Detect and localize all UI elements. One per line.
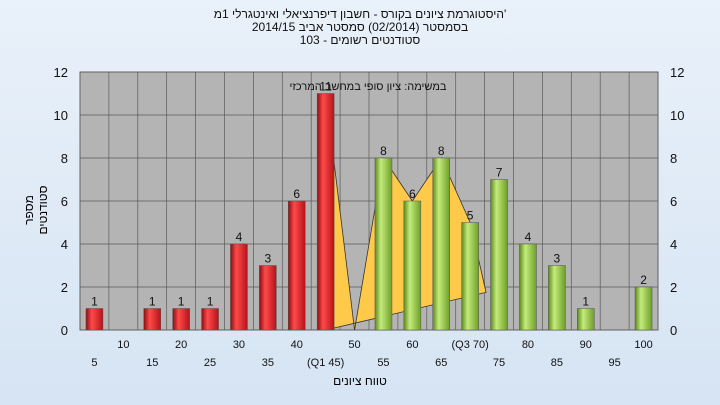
x-tick-label: 10 xyxy=(117,339,129,351)
y-tick-label-left: 10 xyxy=(54,108,68,123)
bar-value-label: 7 xyxy=(496,166,503,180)
bar xyxy=(316,93,335,331)
bar xyxy=(490,179,508,331)
bar xyxy=(143,308,161,331)
chart-title-line-3: סטודנטים רשומים - 103 xyxy=(299,33,421,47)
x-tick-label: (Q3 70) xyxy=(452,339,489,351)
y-tick-label-left: 0 xyxy=(61,323,68,338)
x-axis-title: טווח ציונים xyxy=(333,374,387,388)
y-tick-label-left: 12 xyxy=(54,65,68,80)
bar-value-label: 8 xyxy=(438,144,445,158)
bar-value-label: 1 xyxy=(582,295,589,309)
bar xyxy=(201,308,219,331)
bar xyxy=(172,308,190,331)
y-tick-label-right: 0 xyxy=(670,323,677,338)
x-tick-label: 95 xyxy=(609,357,621,369)
y-tick-label-right: 2 xyxy=(670,280,677,295)
x-tick-label: 55 xyxy=(377,357,389,369)
annotation-text: במשימה: ציון סופי במחשב המרכזי xyxy=(290,81,447,93)
y-tick-label-right: 8 xyxy=(670,151,677,166)
bar-value-label: 8 xyxy=(380,144,387,158)
bar-value-label: 1 xyxy=(149,295,156,309)
bar xyxy=(230,243,248,331)
bar xyxy=(432,157,450,331)
x-tick-label: 5 xyxy=(91,357,97,369)
x-tick-label: 50 xyxy=(348,339,360,351)
x-tick-label: 80 xyxy=(522,339,534,351)
x-tick-label: 60 xyxy=(406,339,418,351)
x-tick-label: 20 xyxy=(175,339,187,351)
bar-value-label: 1 xyxy=(91,295,98,309)
x-tick-label: 35 xyxy=(262,357,274,369)
bar xyxy=(374,157,393,331)
bar-value-label: 1 xyxy=(207,295,214,309)
bar xyxy=(519,243,537,331)
y-tick-label-right: 6 xyxy=(670,194,677,209)
bar xyxy=(259,265,277,331)
bar xyxy=(548,265,566,331)
bar-value-label: 2 xyxy=(640,273,647,287)
y-tick-label-left: 6 xyxy=(61,194,68,209)
bar xyxy=(634,286,653,331)
bar-value-label: 5 xyxy=(467,209,474,223)
y-tick-label-left: 4 xyxy=(61,237,68,252)
x-tick-label: 25 xyxy=(204,357,216,369)
bar-value-label: 3 xyxy=(265,252,272,266)
bar xyxy=(85,308,104,331)
bar-value-label: 6 xyxy=(409,187,416,201)
chart-title-block: היסטוגרמת ציונים בקורס - חשבון דיפרנציאל… xyxy=(0,8,720,47)
x-tick-label: 100 xyxy=(634,339,652,351)
bar xyxy=(288,200,306,331)
bar-value-label: 4 xyxy=(236,230,243,244)
x-tick-label: 75 xyxy=(493,357,505,369)
y-tick-label-right: 10 xyxy=(670,108,684,123)
bar xyxy=(577,308,595,331)
chart-title-line-2: בסמסטר (02/2014) סמסטר אביב 2014/15 xyxy=(251,20,469,34)
x-tick-label: 40 xyxy=(291,339,303,351)
x-tick-label: 85 xyxy=(551,357,563,369)
bar-value-label: 1 xyxy=(178,295,185,309)
x-tick-label: (Q1 45) xyxy=(307,357,344,369)
y-tick-label-left: 2 xyxy=(61,280,68,295)
chart-title-line-1: היסטוגרמת ציונים בקורס - חשבון דיפרנציאל… xyxy=(213,7,507,21)
bar-value-label: 11 xyxy=(319,80,332,94)
x-tick-label: 65 xyxy=(435,357,447,369)
x-tick-label: 15 xyxy=(146,357,158,369)
bar-value-label: 4 xyxy=(525,230,532,244)
bar-value-label: 6 xyxy=(293,187,300,201)
x-tick-label: 30 xyxy=(233,339,245,351)
y-tick-label-right: 4 xyxy=(670,237,677,252)
y-tick-label-left: 8 xyxy=(61,151,68,166)
y-tick-label-right: 12 xyxy=(670,65,684,80)
bar xyxy=(403,200,422,331)
bar xyxy=(461,222,479,331)
bar-value-label: 3 xyxy=(554,252,561,266)
x-tick-label: 90 xyxy=(580,339,592,351)
